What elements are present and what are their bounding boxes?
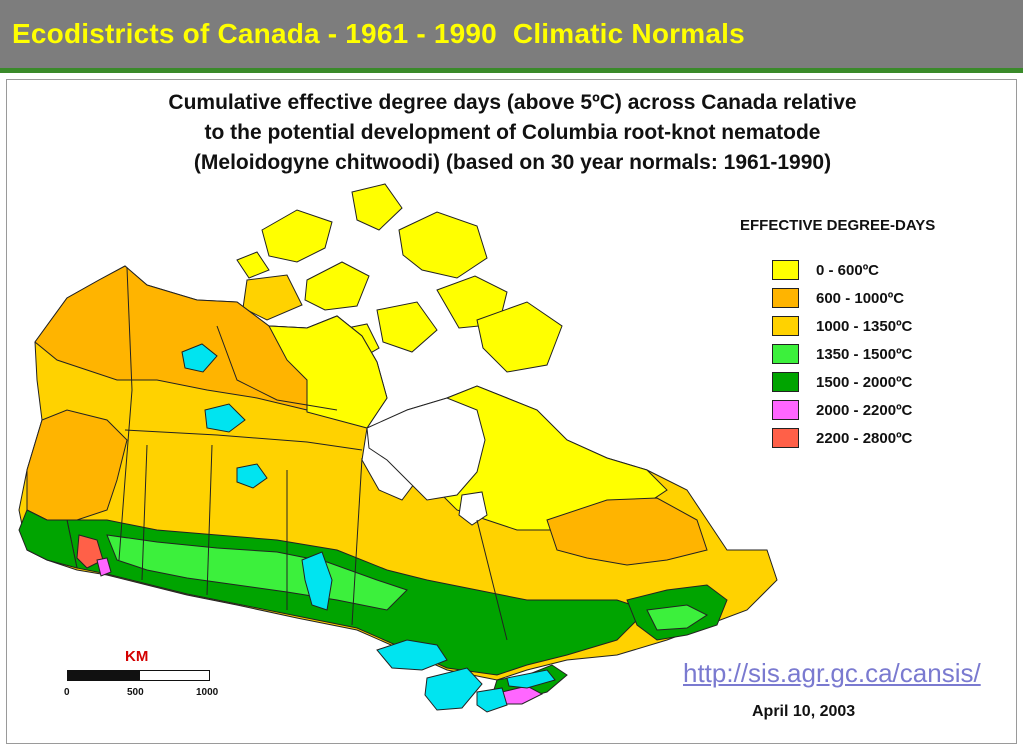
map-frame: Cumulative effective degree days (above … <box>6 79 1017 744</box>
map-title-line-1: Cumulative effective degree days (above … <box>168 91 857 114</box>
legend-swatch <box>772 428 799 448</box>
provincial-borders <box>118 267 508 641</box>
legend-swatch <box>772 372 799 392</box>
hudson-bay <box>366 397 486 501</box>
legend-item: 600 - 1000ºC <box>772 287 904 309</box>
header-divider <box>0 68 1023 73</box>
legend-swatch <box>772 400 799 420</box>
lakes <box>181 343 556 713</box>
map-date: April 10, 2003 <box>752 703 856 720</box>
slide-header: Ecodistricts of Canada - 1961 - 1990 Cli… <box>0 0 1023 68</box>
slide-title: Ecodistricts of Canada - 1961 - 1990 Cli… <box>12 18 745 49</box>
legend-label: 0 - 600ºC <box>816 261 880 279</box>
legend-item: 1350 - 1500ºC <box>772 343 912 365</box>
legend-label: 1350 - 1500ºC <box>816 345 913 363</box>
legend-label: 2200 - 2800ºC <box>816 429 913 447</box>
legend-label: 1000 - 1350ºC <box>816 317 913 335</box>
legend-swatch <box>772 288 799 308</box>
legend-swatch <box>772 260 799 280</box>
scale-tick-0: 0 <box>64 687 70 698</box>
mainland-regions <box>18 265 778 705</box>
legend-item: 1500 - 2000ºC <box>772 371 912 393</box>
scale-tick-1000: 1000 <box>196 687 219 698</box>
legend-item: 0 - 600ºC <box>772 259 879 281</box>
map-title: Cumulative effective degree days (above … <box>7 88 1016 178</box>
canada-degree-days-map <box>18 183 778 713</box>
scale-tick-500: 500 <box>127 687 144 698</box>
legend-label: 1500 - 2000ºC <box>816 373 913 391</box>
scale-bar <box>67 670 210 681</box>
legend-item: 2200 - 2800ºC <box>772 427 912 449</box>
james-bay <box>458 491 488 526</box>
scale-bar-unit: KM <box>125 648 149 665</box>
legend-label: 600 - 1000ºC <box>816 289 905 307</box>
legend-swatch <box>772 316 799 336</box>
legend-title: EFFECTIVE DEGREE-DAYS <box>740 217 936 234</box>
map-title-line-2: to the potential development of Columbia… <box>204 121 821 144</box>
scale-bar-fill <box>68 671 140 680</box>
legend-item: 1000 - 1350ºC <box>772 315 912 337</box>
legend-item: 2000 - 2200ºC <box>772 399 912 421</box>
legend-swatch <box>772 344 799 364</box>
legend-label: 2000 - 2200ºC <box>816 401 913 419</box>
source-link[interactable]: http://sis.agr.gc.ca/cansis/ <box>683 658 981 688</box>
map-title-line-3: (Meloidogyne chitwoodi) (based on 30 yea… <box>193 151 832 174</box>
